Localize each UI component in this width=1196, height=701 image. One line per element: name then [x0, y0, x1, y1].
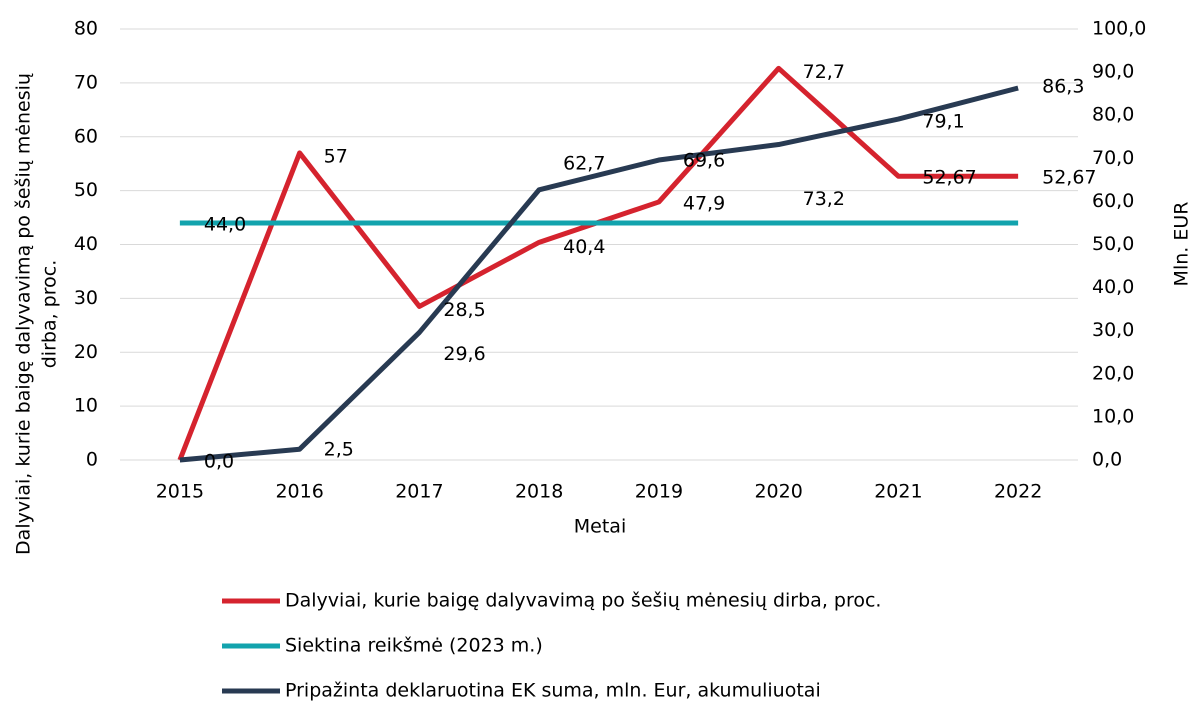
data-label: 44,0 — [204, 213, 246, 235]
y2-tick-label: 70,0 — [1092, 147, 1134, 169]
data-label: 52,67 — [922, 167, 976, 189]
x-tick-label: 2016 — [275, 481, 323, 503]
y2-axis-label: Mln. EUR — [1171, 202, 1193, 287]
y2-tick-label: 90,0 — [1092, 61, 1134, 83]
x-tick-label: 2020 — [754, 481, 802, 503]
y2-tick-label: 80,0 — [1092, 104, 1134, 126]
legend-label: Siektina reikšmė (2023 m.) — [285, 635, 543, 657]
data-label: 86,3 — [1042, 76, 1084, 98]
y-axis-label: Dalyviai, kurie baigę dalyvavimą po šeši… — [13, 73, 35, 555]
data-label: 29,6 — [443, 343, 485, 365]
series-line — [177, 65, 1019, 461]
x-tick-label: 2015 — [156, 481, 204, 503]
x-axis-label: Metai — [574, 516, 626, 538]
data-label: 72,7 — [803, 61, 845, 83]
y-tick-label: 60 — [74, 125, 98, 147]
y2-tick-label: 60,0 — [1092, 190, 1134, 212]
y-tick-label: 0 — [86, 449, 98, 471]
y-tick-label: 50 — [74, 179, 98, 201]
data-label: 69,6 — [683, 150, 725, 172]
data-label: 28,5 — [443, 299, 485, 321]
data-label: 40,4 — [563, 236, 605, 258]
data-label: 73,2 — [803, 188, 845, 210]
x-tick-label: 2017 — [395, 481, 443, 503]
data-label: 52,67 — [1042, 167, 1096, 189]
y2-tick-label: 0,0 — [1092, 449, 1122, 471]
x-tick-label: 2022 — [994, 481, 1042, 503]
data-label: 0,0 — [204, 451, 234, 473]
y2-tick-label: 20,0 — [1092, 362, 1134, 384]
y2-tick-label: 50,0 — [1092, 233, 1134, 255]
y-tick-label: 10 — [74, 395, 98, 417]
data-label: 2,5 — [324, 439, 354, 461]
data-label: 79,1 — [922, 111, 964, 133]
y2-tick-label: 10,0 — [1092, 405, 1134, 427]
x-tick-label: 2019 — [635, 481, 683, 503]
legend-label: Pripažinta deklaruotina EK suma, mln. Eu… — [285, 680, 821, 701]
legend-label: Dalyviai, kurie baigę dalyvavimą po šeši… — [285, 590, 881, 612]
x-tick-label: 2018 — [515, 481, 563, 503]
data-label: 47,9 — [683, 192, 725, 214]
y2-tick-label: 30,0 — [1092, 319, 1134, 341]
y-tick-label: 30 — [74, 287, 98, 309]
data-label: 62,7 — [563, 152, 605, 174]
y-tick-label: 70 — [74, 71, 98, 93]
y-tick-label: 20 — [74, 341, 98, 363]
x-tick-label: 2021 — [874, 481, 922, 503]
y2-tick-label: 100,0 — [1092, 18, 1146, 40]
series-line — [179, 85, 1019, 463]
y-axis-label: dirba, proc. — [39, 260, 61, 369]
data-label: 57 — [324, 145, 348, 167]
y-tick-label: 80 — [74, 18, 98, 40]
y2-tick-label: 40,0 — [1092, 276, 1134, 298]
y-tick-label: 40 — [74, 233, 98, 255]
